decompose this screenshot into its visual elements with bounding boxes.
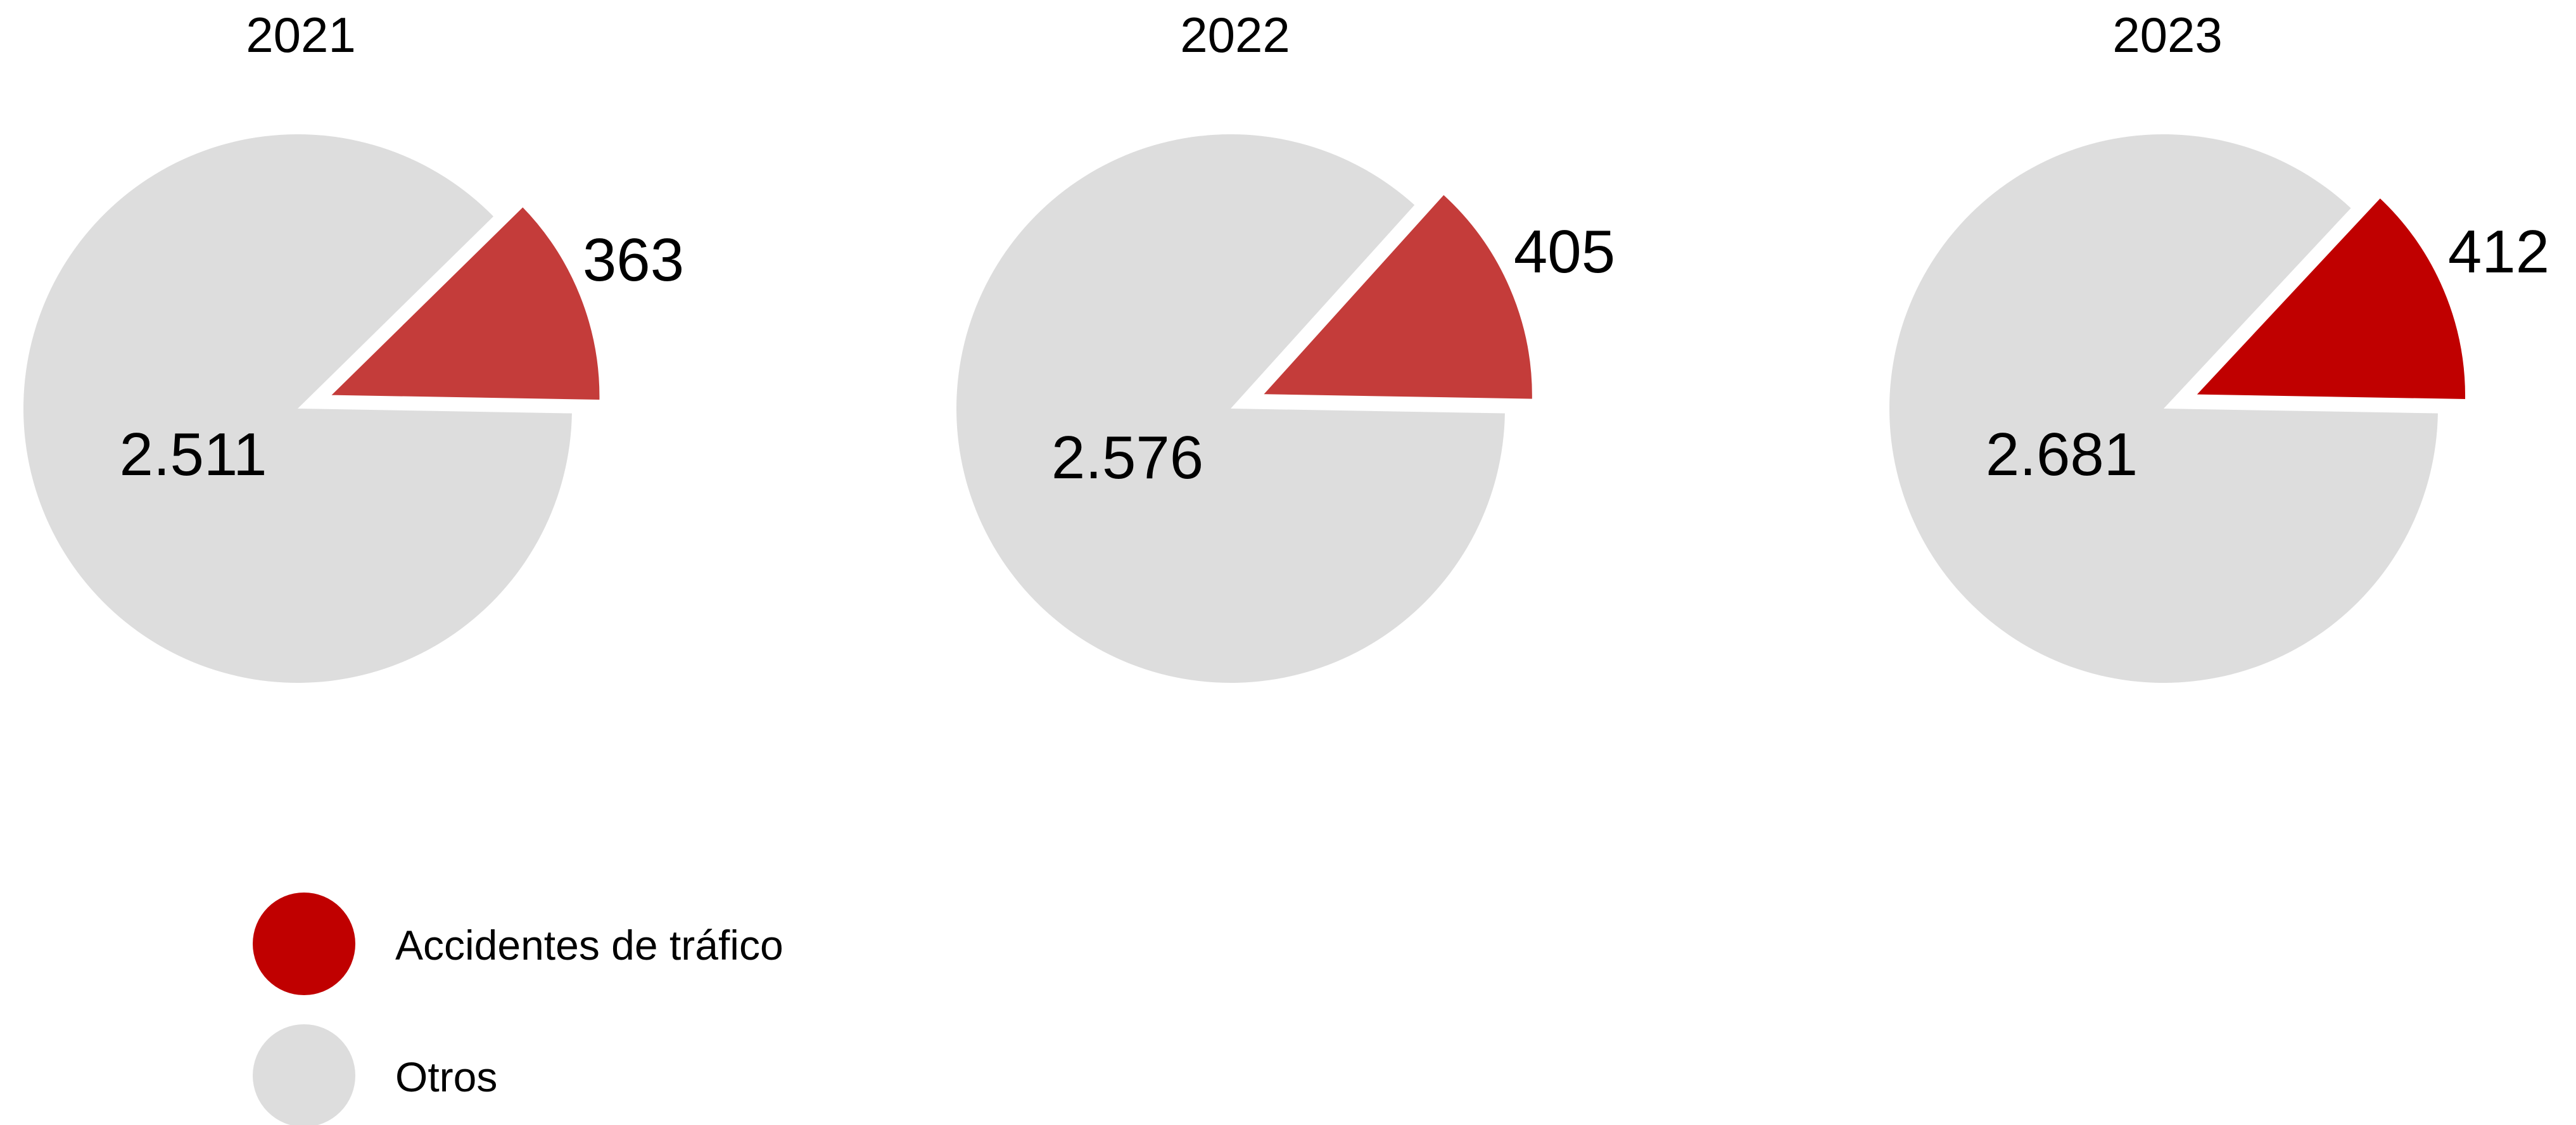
value-label-otros: 2.681 [1986,421,2138,488]
value-label-accidentes: 412 [2448,218,2549,286]
pie-slice-accidentes [1255,189,1536,403]
legend: Accidentes de tráfico Otros [253,893,784,1125]
legend-label-otros: Otros [395,1053,497,1100]
pies-group: 2021 363 2.511 2022 405 2.576 2023 412 2.681 [23,7,2549,683]
pie-slice-accidentes [322,201,604,404]
pie-chart-2023: 2023 412 2.681 [1889,7,2549,683]
pie-slice-otros [956,134,1505,683]
legend-swatch-accidentes [253,893,355,995]
pie-chart-2021: 2021 363 2.511 [23,7,684,683]
pie-chart-2022: 2022 405 2.576 [956,7,1615,683]
legend-swatch-otros [253,1024,355,1125]
pie-slice-otros [1889,134,2438,683]
legend-label-accidentes: Accidentes de tráfico [395,922,784,969]
value-label-accidentes: 363 [583,226,684,294]
value-label-otros: 2.511 [119,421,267,488]
value-label-otros: 2.576 [1051,424,1203,492]
pie-title: 2023 [2112,7,2223,63]
pie-title: 2022 [1180,7,1290,63]
pie-slice-accidentes [2188,193,2469,404]
pie-title: 2021 [246,7,356,63]
value-label-accidentes: 405 [1514,218,1615,286]
pie-slice-otros [23,134,572,683]
